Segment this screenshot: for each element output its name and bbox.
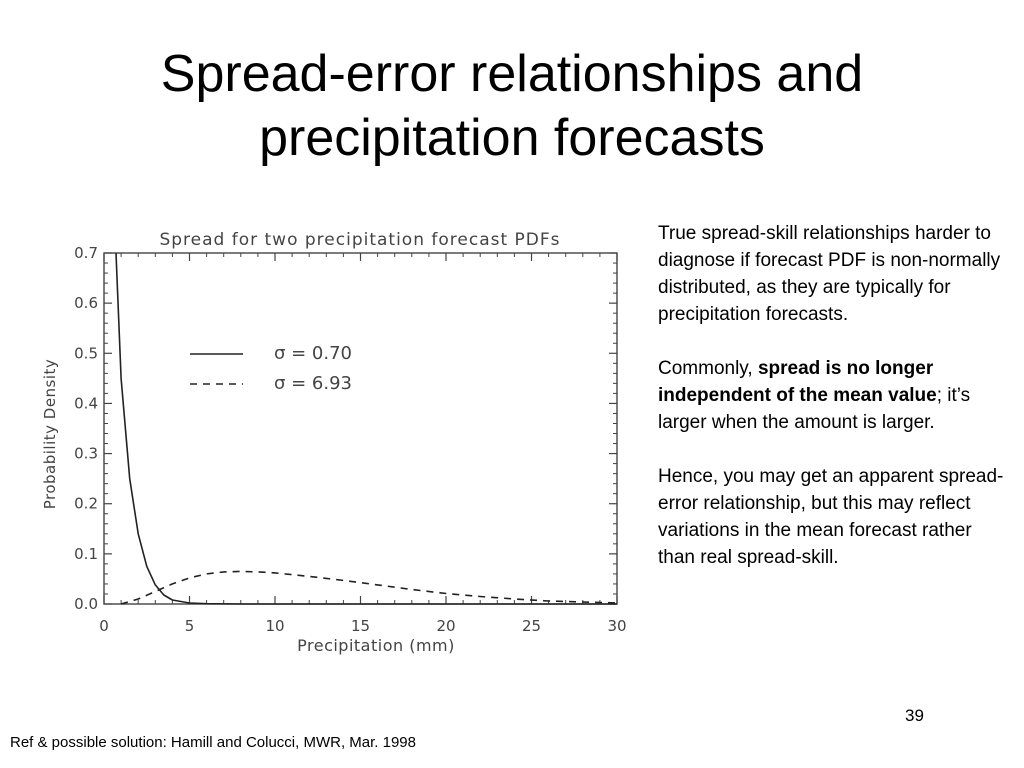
series-line-2 — [120, 570, 618, 605]
legend-label-2: σ = 6.93 — [274, 373, 352, 394]
notes-paragraph-2: Commonly, spread is no longer independen… — [658, 355, 1008, 436]
y-tick-label: 0.1 — [74, 545, 98, 563]
slide-number: 39 — [905, 706, 924, 725]
notes-paragraph-2-suffix: ; it’s larger when the amount is larger. — [658, 385, 971, 433]
chart-title: Spread for two precipitation forecast PD… — [159, 230, 560, 250]
chart-legend: σ = 0.70 σ = 6.93 — [190, 343, 352, 394]
slide-title: Spread-error relationships and precipita… — [0, 42, 1024, 170]
x-tick-label: 25 — [522, 617, 541, 635]
y-tick-label: 0.7 — [74, 244, 98, 262]
x-tick-label: 10 — [265, 617, 284, 635]
y-tick-label: 0.6 — [74, 294, 98, 312]
notes-paragraph-1: True spread-skill relationships harder t… — [658, 223, 1001, 325]
y-axis-label: Probability Density — [41, 359, 59, 510]
notes-paragraph-2-prefix: Commonly, — [658, 358, 758, 379]
y-tick-label: 0.2 — [74, 495, 98, 513]
slide-title-line-1: Spread-error relationships and — [160, 45, 864, 103]
x-tick-label: 0 — [99, 617, 109, 635]
spread-chart: Spread for two precipitation forecast PD… — [36, 218, 636, 664]
y-tick-label: 0.0 — [74, 595, 98, 613]
notes-paragraph-3: Hence, you may get an apparent spread-er… — [658, 466, 1004, 568]
x-tick-label: 20 — [436, 617, 455, 635]
slide-title-line-2: precipitation forecasts — [259, 109, 765, 167]
x-tick-label: 5 — [185, 617, 195, 635]
axis-ticks: 0 5 10 15 20 25 30 0.0 0.1 0.2 0.3 0.4 0.5 0.6 0.7 — [74, 244, 626, 635]
slide-notes: True spread-skill relationships harder t… — [658, 220, 1008, 571]
series-line-1 — [115, 252, 617, 605]
legend-label-1: σ = 0.70 — [274, 343, 352, 364]
y-tick-label: 0.4 — [74, 394, 98, 412]
series-lines — [115, 252, 618, 605]
notes-paragraph-2-emphasis: spread is no longer independent of the m… — [658, 358, 937, 406]
footer-reference: Ref & possible solution: Hamill and Colu… — [10, 734, 416, 751]
x-tick-label: 30 — [607, 617, 626, 635]
x-axis-label: Precipitation (mm) — [297, 636, 455, 655]
y-tick-label: 0.5 — [74, 344, 98, 362]
y-tick-label: 0.3 — [74, 445, 98, 463]
plot-frame — [103, 252, 618, 605]
chart-canvas: Spread for two precipitation forecast PD… — [41, 230, 627, 655]
x-tick-label: 15 — [351, 617, 370, 635]
